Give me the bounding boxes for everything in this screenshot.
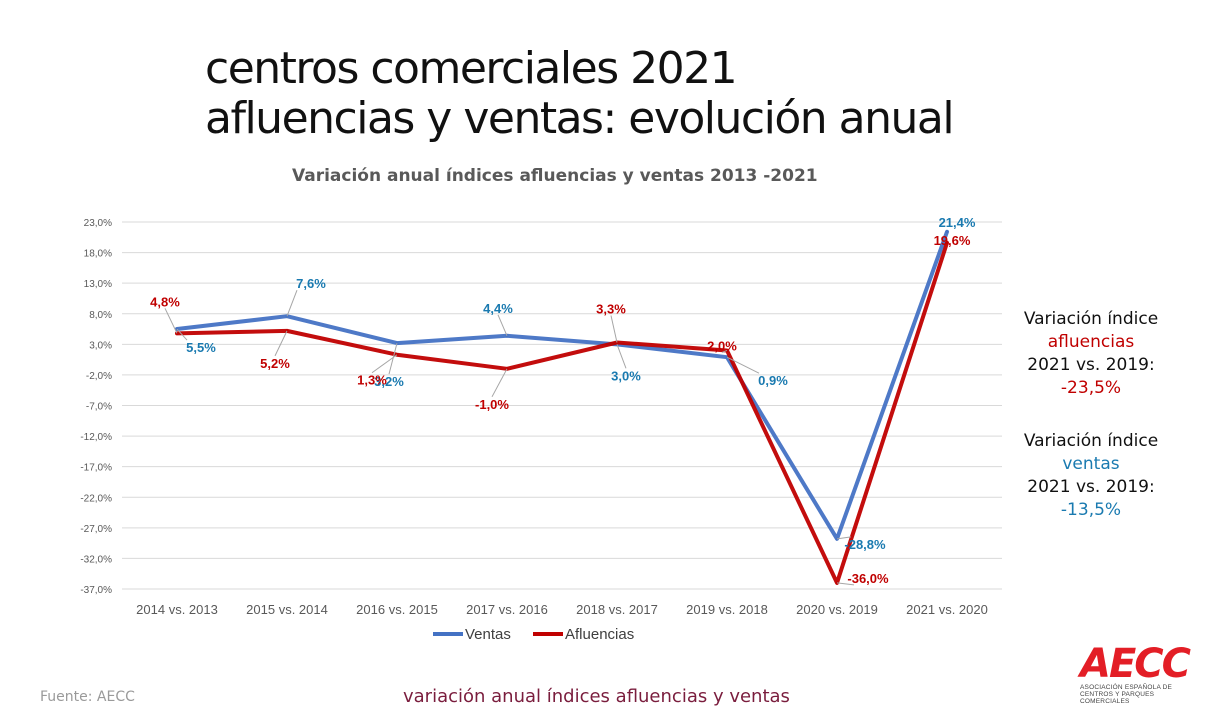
afluencias-data-label: 4,8% xyxy=(150,294,180,309)
caption: variación anual índices afluencias y ven… xyxy=(403,686,790,707)
headline-line1: centros comerciales 2021 xyxy=(205,43,738,94)
ventas-data-label: 7,6% xyxy=(296,276,326,291)
headline-line2: afluencias y ventas: evolución anual xyxy=(205,93,955,144)
ventas-data-label: 21,4% xyxy=(939,215,976,230)
ventas-label-leader xyxy=(286,290,298,317)
side-note-ventas-value: -13,5% xyxy=(1060,500,1122,520)
chart-title: Variación anual índices afluencias y ven… xyxy=(292,166,818,186)
ventas-data-label: 3,0% xyxy=(611,368,641,383)
y-tick-label: 23,0% xyxy=(84,218,112,229)
legend-label-ventas: Ventas xyxy=(465,626,511,643)
x-tick-label: 2020 vs. 2019 xyxy=(796,602,878,617)
y-tick-label: -7,0% xyxy=(86,402,112,413)
side-note-afluencias-line1: Variación índice xyxy=(1023,309,1159,329)
y-tick-label: -37,0% xyxy=(80,585,112,596)
side-note-ventas: Variación índice ventas 2021 vs. 2019: -… xyxy=(1010,430,1172,522)
x-tick-label: 2016 vs. 2015 xyxy=(356,602,438,617)
afluencias-label-leader xyxy=(491,368,508,398)
y-tick-label: -32,0% xyxy=(80,554,112,565)
x-tick-label: 2014 vs. 2013 xyxy=(136,602,218,617)
ventas-series-line xyxy=(175,229,949,541)
y-tick-label: -12,0% xyxy=(80,432,112,443)
y-tick-label: -17,0% xyxy=(80,463,112,474)
afluencias-label-leader xyxy=(721,349,728,353)
y-tick-label: -22,0% xyxy=(80,493,112,504)
ventas-label-leader xyxy=(497,314,508,336)
ventas-point xyxy=(945,230,949,234)
afluencias-data-label: -1,0% xyxy=(475,397,509,412)
x-tick-label: 2015 vs. 2014 xyxy=(246,602,328,617)
afluencias-data-label: 5,2% xyxy=(260,356,290,371)
x-tick-label: 2018 vs. 2017 xyxy=(576,602,658,617)
ventas-label-leader xyxy=(616,344,627,369)
afluencias-label-leader xyxy=(164,308,178,334)
side-note-ventas-line2: ventas xyxy=(1062,454,1120,474)
y-tick-label: 3,0% xyxy=(89,340,112,351)
x-tick-label: 2021 vs. 2020 xyxy=(906,602,988,617)
x-tick-label: 2019 vs. 2018 xyxy=(686,602,768,617)
aecc-logo: AECC Asociación Española de Centros y Pa… xyxy=(1080,644,1202,705)
afluencias-series-line xyxy=(175,240,949,585)
source-note: Fuente: AECC xyxy=(40,689,135,705)
side-note-afluencias-line3: 2021 vs. 2019: xyxy=(1027,355,1155,375)
ventas-data-label: -28,8% xyxy=(844,537,886,552)
ventas-label-leader xyxy=(176,328,188,341)
ventas-data-label: 0,9% xyxy=(758,373,788,388)
ventas-label-leader xyxy=(726,356,760,374)
afluencias-point xyxy=(945,241,949,245)
side-note-afluencias-line2: afluencias xyxy=(1047,332,1135,352)
ventas-label-leader xyxy=(388,342,398,375)
afluencias-label-leader xyxy=(836,582,855,586)
y-tick-label: 18,0% xyxy=(84,249,112,260)
y-tick-label: -2,0% xyxy=(86,371,112,382)
x-tick-label: 2017 vs. 2016 xyxy=(466,602,548,617)
afluencias-data-label: 3,3% xyxy=(596,301,626,316)
afluencias-data-label: 19,6% xyxy=(934,233,971,248)
y-tick-label: -27,0% xyxy=(80,524,112,535)
afluencias-label-leader xyxy=(371,354,398,374)
legend-label-afluencias: Afluencias xyxy=(565,626,634,643)
afluencias-data-label: -36,0% xyxy=(847,571,889,586)
side-note-ventas-line1: Variación índice xyxy=(1023,431,1159,451)
ventas-data-label: 4,4% xyxy=(483,301,513,316)
afluencias-data-label: 1,3% xyxy=(357,373,387,388)
ventas-data-label: 3,2% xyxy=(374,374,404,389)
logo-subtitle-2: Centros y Parques Comerciales xyxy=(1080,691,1155,705)
headline: centros comerciales 2021 afluencias y ve… xyxy=(205,43,955,144)
ventas-data-label: 5,5% xyxy=(186,340,216,355)
y-tick-label: 13,0% xyxy=(84,279,112,290)
afluencias-data-label: 2,0% xyxy=(707,338,737,353)
logo-mark: AECC xyxy=(1080,641,1191,687)
ventas-label-leader xyxy=(836,536,852,540)
logo-subtitle-1: Asociación Española de xyxy=(1080,684,1173,691)
y-tick-label: 8,0% xyxy=(89,310,112,321)
side-note-afluencias: Variación índice afluencias 2021 vs. 201… xyxy=(1010,308,1172,400)
afluencias-label-leader xyxy=(274,330,288,357)
side-note-ventas-line3: 2021 vs. 2019: xyxy=(1027,477,1155,497)
side-note-afluencias-value: -23,5% xyxy=(1060,378,1122,398)
afluencias-label-leader xyxy=(610,315,618,343)
